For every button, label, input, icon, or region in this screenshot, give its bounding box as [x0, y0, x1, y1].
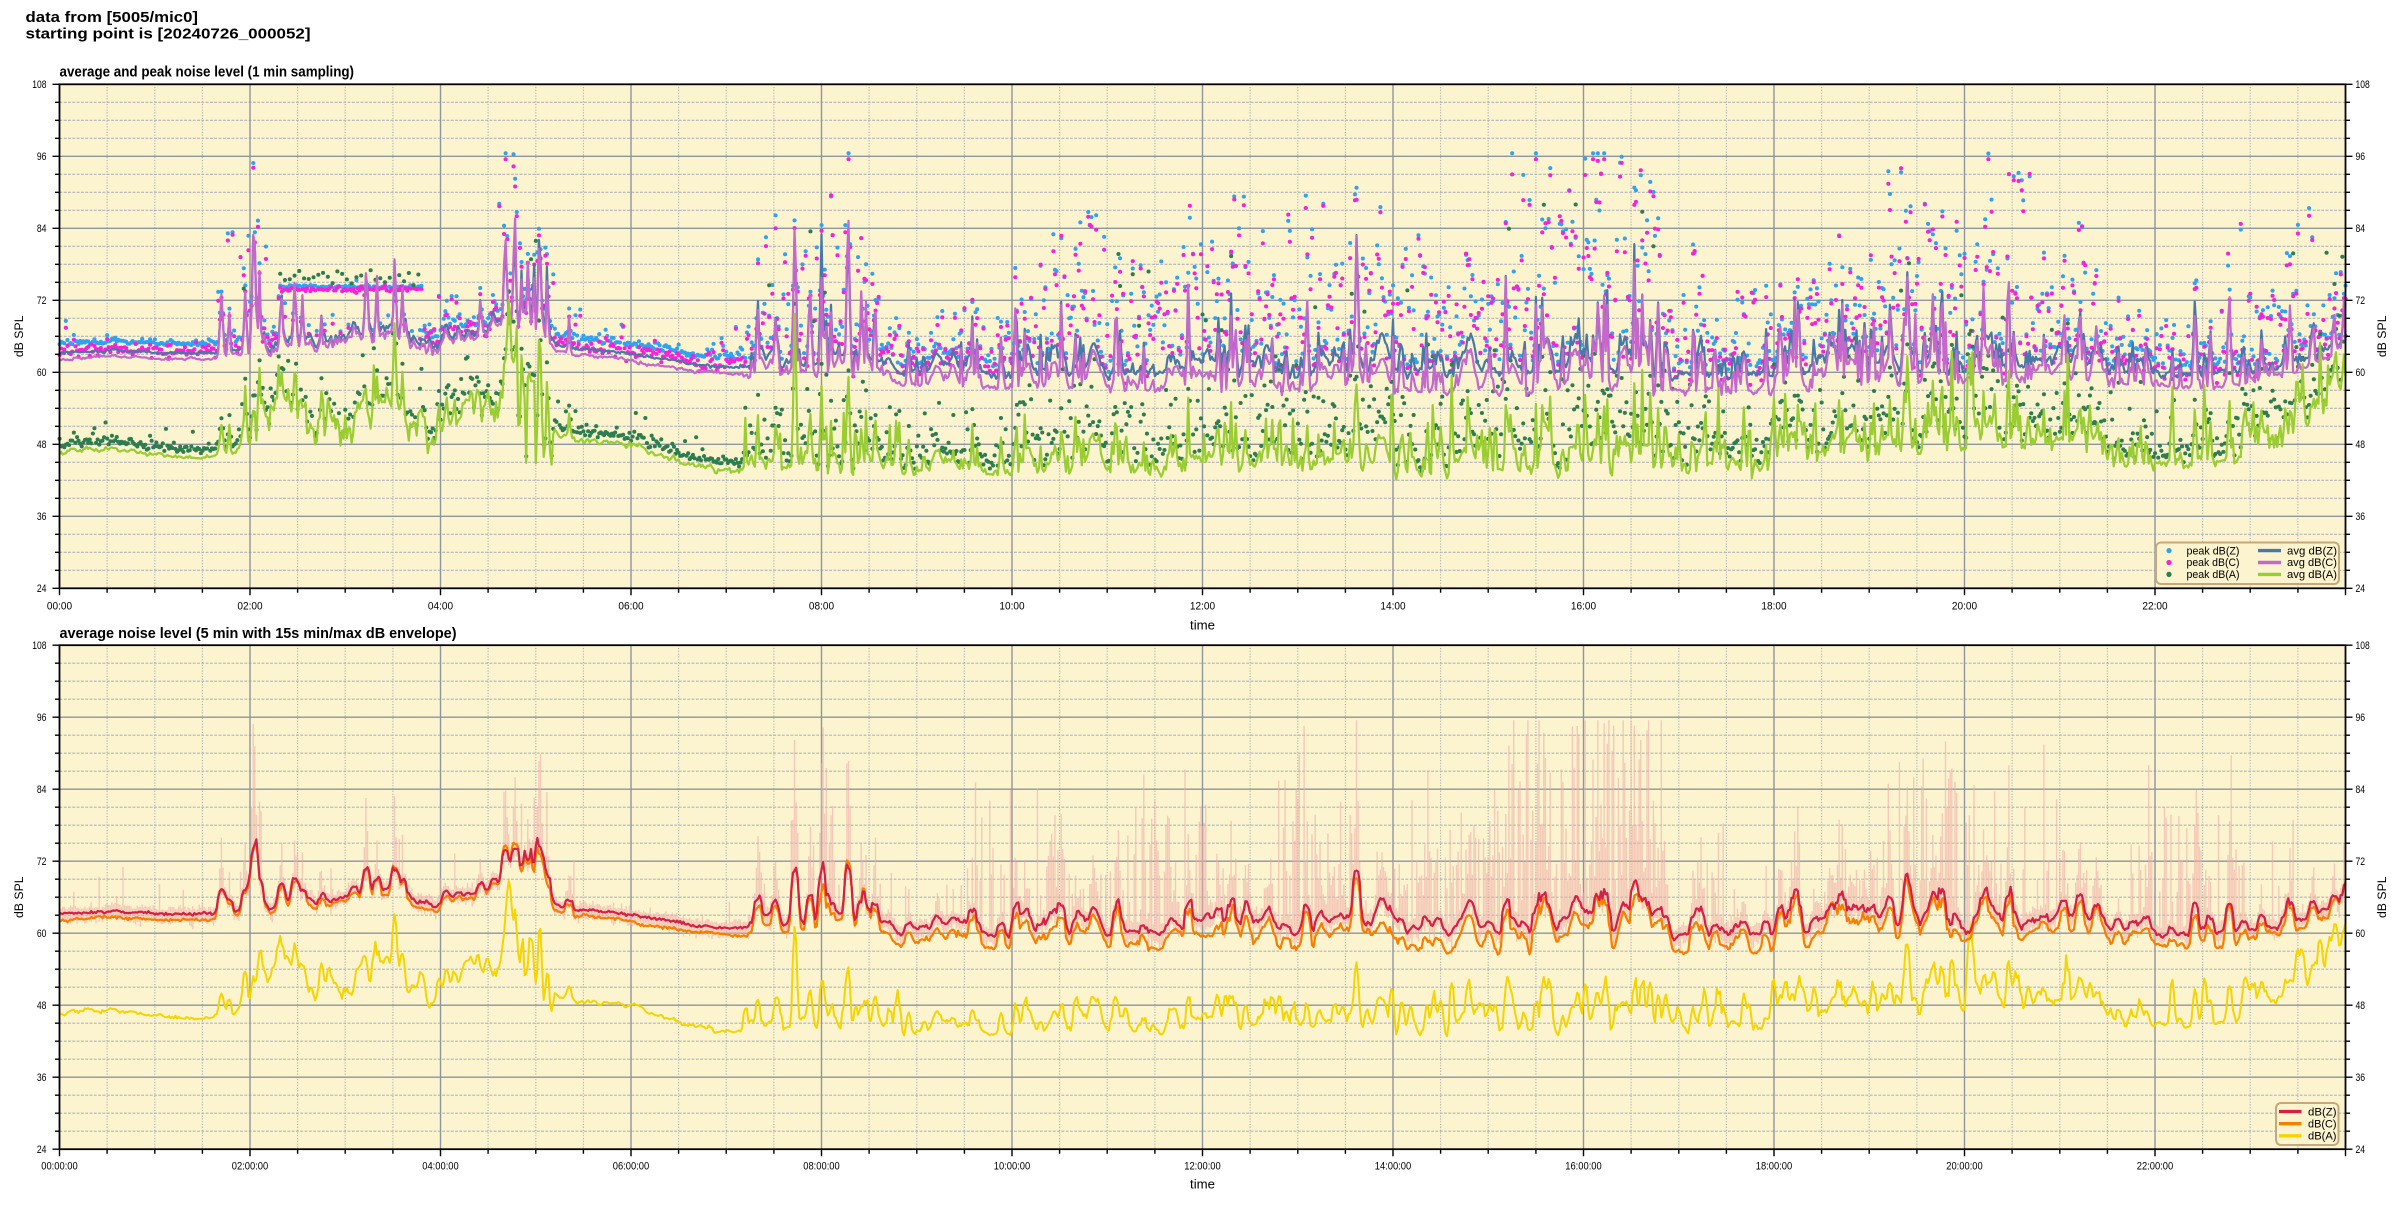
svg-text:108: 108	[32, 79, 46, 91]
svg-text:dB SPL: dB SPL	[12, 876, 26, 918]
svg-text:72: 72	[37, 295, 47, 307]
svg-text:04:00:00: 04:00:00	[422, 1161, 459, 1173]
svg-text:36: 36	[37, 511, 47, 523]
svg-text:14:00: 14:00	[1380, 601, 1405, 613]
svg-text:average noise level (5 min wit: average noise level (5 min with 15s min/…	[60, 625, 457, 642]
svg-text:36: 36	[2356, 1072, 2366, 1084]
svg-text:time: time	[1190, 618, 1215, 633]
svg-text:14:00:00: 14:00:00	[1375, 1161, 1412, 1173]
svg-text:04:00: 04:00	[428, 601, 453, 613]
svg-text:08:00:00: 08:00:00	[803, 1161, 840, 1173]
svg-text:72: 72	[37, 856, 47, 868]
svg-text:48: 48	[37, 1000, 47, 1012]
svg-text:36: 36	[37, 1072, 47, 1084]
svg-text:average and peak noise level (: average and peak noise level (1 min samp…	[60, 64, 355, 81]
svg-text:96: 96	[2356, 151, 2366, 163]
svg-text:avg dB(Z): avg dB(Z)	[2287, 545, 2337, 557]
svg-text:48: 48	[2356, 439, 2366, 451]
svg-text:peak dB(Z): peak dB(Z)	[2187, 545, 2240, 557]
svg-text:22:00:00: 22:00:00	[2137, 1161, 2174, 1173]
svg-text:84: 84	[2356, 784, 2366, 796]
svg-text:00:00:00: 00:00:00	[41, 1161, 78, 1173]
svg-text:18:00: 18:00	[1761, 601, 1786, 613]
svg-text:08:00: 08:00	[809, 601, 834, 613]
svg-text:48: 48	[37, 439, 47, 451]
svg-text:60: 60	[37, 367, 47, 379]
svg-text:dB(Z): dB(Z)	[2308, 1106, 2337, 1118]
svg-text:24: 24	[37, 1144, 47, 1156]
svg-text:10:00: 10:00	[999, 601, 1024, 613]
svg-text:24: 24	[37, 583, 47, 595]
svg-text:72: 72	[2356, 856, 2366, 868]
svg-text:dB SPL: dB SPL	[2375, 876, 2389, 918]
svg-text:84: 84	[37, 223, 47, 235]
svg-text:avg dB(A): avg dB(A)	[2287, 569, 2337, 581]
svg-text:72: 72	[2356, 295, 2366, 307]
svg-text:12:00:00: 12:00:00	[1184, 1161, 1221, 1173]
svg-text:60: 60	[2356, 928, 2366, 940]
svg-text:dB SPL: dB SPL	[2375, 315, 2389, 357]
svg-text:24: 24	[2356, 1144, 2366, 1156]
svg-text:22:00: 22:00	[2142, 601, 2167, 613]
svg-text:peak dB(C): peak dB(C)	[2187, 557, 2240, 569]
svg-text:84: 84	[37, 784, 47, 796]
svg-text:06:00: 06:00	[618, 601, 643, 613]
svg-text:84: 84	[2356, 223, 2366, 235]
svg-text:02:00: 02:00	[237, 601, 262, 613]
svg-text:time: time	[1190, 1177, 1215, 1192]
svg-text:36: 36	[2356, 511, 2366, 523]
svg-text:16:00:00: 16:00:00	[1565, 1161, 1602, 1173]
svg-text:02:00:00: 02:00:00	[232, 1161, 269, 1173]
svg-text:00:00: 00:00	[47, 601, 72, 613]
svg-text:108: 108	[2356, 640, 2370, 652]
svg-text:06:00:00: 06:00:00	[613, 1161, 650, 1173]
svg-text:peak dB(A): peak dB(A)	[2187, 569, 2240, 581]
svg-text:24: 24	[2356, 583, 2366, 595]
svg-text:108: 108	[32, 640, 46, 652]
svg-text:108: 108	[2356, 79, 2370, 91]
svg-text:20:00: 20:00	[1952, 601, 1977, 613]
svg-text:60: 60	[37, 928, 47, 940]
svg-text:48: 48	[2356, 1000, 2366, 1012]
svg-text:16:00: 16:00	[1571, 601, 1596, 613]
svg-text:avg dB(C): avg dB(C)	[2287, 557, 2337, 569]
svg-text:96: 96	[2356, 712, 2366, 724]
svg-text:20:00:00: 20:00:00	[1946, 1161, 1983, 1173]
svg-text:dB(A): dB(A)	[2308, 1131, 2337, 1143]
svg-text:96: 96	[37, 151, 47, 163]
svg-text:60: 60	[2356, 367, 2366, 379]
svg-text:10:00:00: 10:00:00	[994, 1161, 1031, 1173]
svg-text:12:00: 12:00	[1190, 601, 1215, 613]
svg-text:18:00:00: 18:00:00	[1756, 1161, 1793, 1173]
svg-text:starting point is [20240726_00: starting point is [20240726_000052]	[26, 26, 311, 43]
svg-text:dB SPL: dB SPL	[12, 315, 26, 357]
svg-text:data from [5005/mic0]: data from [5005/mic0]	[26, 9, 199, 26]
svg-text:96: 96	[37, 712, 47, 724]
svg-text:dB(C): dB(C)	[2308, 1118, 2337, 1130]
